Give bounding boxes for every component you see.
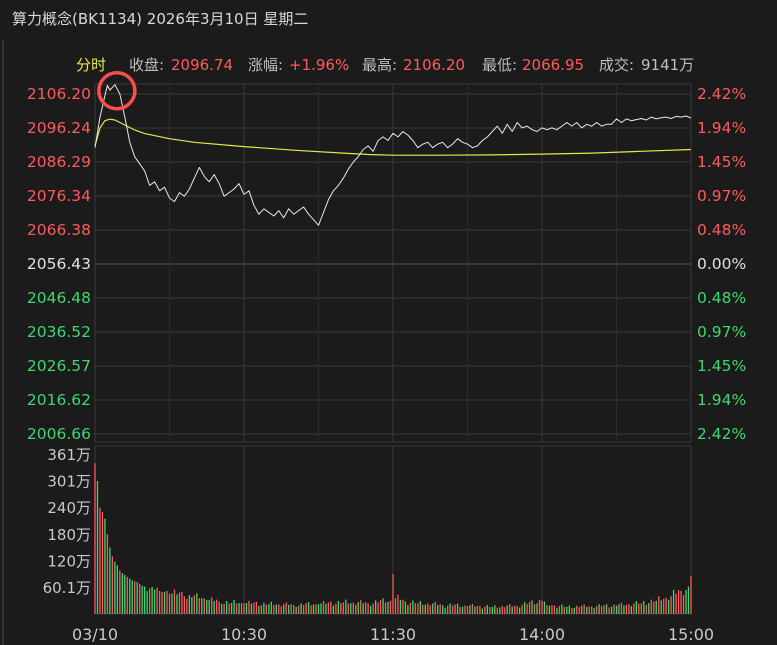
info-bar: 分时 收盘: 2096.74 涨幅: +1.96% 最高: 2106.20 最低…	[76, 56, 694, 74]
price-tick-label: 2046.48	[27, 289, 91, 307]
volume-tick-label: 361万	[47, 446, 91, 464]
percent-tick-label: 1.45%	[697, 357, 746, 375]
percent-tick-label: 2.42%	[697, 85, 746, 103]
tab-intraday[interactable]: 分时	[76, 56, 106, 74]
price-tick-label: 2036.52	[27, 323, 91, 341]
volume-label: 成交:	[599, 56, 634, 74]
volume-axis: 361万 301万 240万 180万 120万 60.1万	[43, 446, 91, 597]
percent-axis: 2.42% 1.94% 1.45% 0.97% 0.48% 0.00% 0.48% 0.97%…	[697, 85, 746, 443]
price-tick-label: 2026.57	[27, 357, 91, 375]
time-axis: 03/10 10:30 11:30 14:00 15:00	[72, 625, 714, 644]
chart-grid	[94, 83, 692, 615]
price-axis: 2106.20 2096.24 2086.29 2076.34 2066.38 2056.…	[27, 85, 91, 443]
price-tick-label: 2096.24	[27, 119, 91, 137]
price-line	[94, 84, 692, 226]
volume-bars	[94, 463, 692, 614]
time-tick-label: 11:30	[370, 625, 416, 644]
time-tick-label: 15:00	[668, 625, 714, 644]
percent-tick-label: 1.94%	[697, 391, 746, 409]
percent-tick-label: 1.45%	[697, 153, 746, 171]
price-tick-label: 2106.20	[27, 85, 91, 103]
low-value: 2066.95	[522, 56, 584, 74]
time-tick-label: 10:30	[221, 625, 267, 644]
price-lines	[94, 84, 692, 226]
volume-tick-label: 240万	[47, 499, 91, 517]
percent-tick-label: 1.94%	[697, 119, 746, 137]
percent-tick-label: 0.48%	[697, 289, 746, 307]
percent-tick-label: 0.97%	[697, 323, 746, 341]
price-tick-label: 2016.62	[27, 391, 91, 409]
percent-tick-label: 0.00%	[697, 255, 746, 273]
time-tick-label: 14:00	[519, 625, 565, 644]
price-tick-label: 2066.38	[27, 221, 91, 239]
low-label: 最低:	[482, 56, 517, 74]
time-tick-label: 03/10	[72, 625, 118, 644]
page-title: 算力概念(BK1134) 2026年3月10日 星期二	[12, 10, 308, 28]
price-tick-label: 2086.29	[27, 153, 91, 171]
change-value: +1.96%	[289, 56, 349, 74]
average-price-line	[94, 118, 692, 156]
high-point-circle	[97, 70, 137, 111]
percent-tick-label: 2.42%	[697, 425, 746, 443]
price-tick-label: 2006.66	[27, 425, 91, 443]
close-value: 2096.74	[171, 56, 233, 74]
percent-tick-label: 0.97%	[697, 187, 746, 205]
volume-tick-label: 180万	[47, 526, 91, 544]
high-label: 最高:	[362, 56, 397, 74]
volume-value: 9141万	[641, 56, 694, 74]
volume-tick-label: 120万	[47, 552, 91, 570]
marker-layer	[97, 70, 137, 111]
volume-tick-label: 60.1万	[43, 579, 91, 597]
price-tick-label: 2056.43	[27, 255, 91, 273]
high-value: 2106.20	[403, 56, 465, 74]
change-label: 涨幅:	[248, 56, 283, 74]
volume-tick-label: 301万	[47, 473, 91, 491]
price-tick-label: 2076.34	[27, 187, 91, 205]
percent-tick-label: 0.48%	[697, 221, 746, 239]
close-label: 收盘:	[129, 56, 164, 74]
